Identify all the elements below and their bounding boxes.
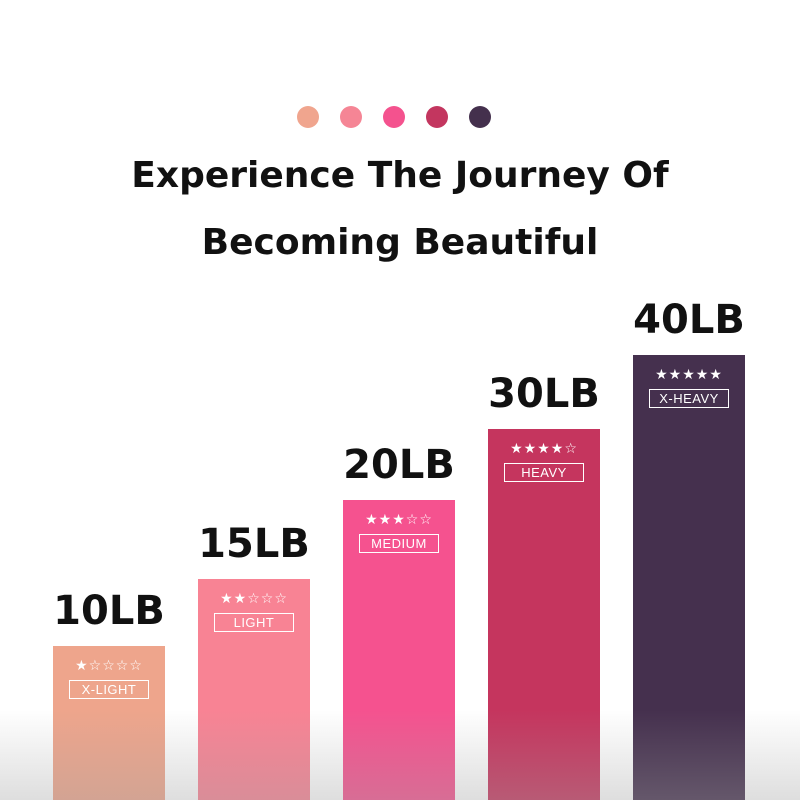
headline-line-2: Becoming Beautiful xyxy=(201,222,599,263)
level-bar: ★★☆☆☆ LIGHT xyxy=(198,579,310,800)
star-rating-icon: ★★★★★ xyxy=(655,367,723,383)
color-dot xyxy=(340,106,362,128)
color-dot xyxy=(426,106,448,128)
level-bar: ★★★☆☆ MEDIUM xyxy=(343,500,455,800)
weight-label: 10LB xyxy=(53,588,165,634)
level-label: HEAVY xyxy=(504,463,584,482)
weight-label: 40LB xyxy=(633,297,745,343)
weight-label: 15LB xyxy=(198,521,310,567)
color-dot xyxy=(297,106,319,128)
level-label: X-LIGHT xyxy=(69,680,149,699)
level-bar: ★☆☆☆☆ X-LIGHT xyxy=(53,646,165,800)
star-rating-icon: ★☆☆☆☆ xyxy=(75,658,143,674)
weight-label: 20LB xyxy=(343,442,455,488)
headline-line-1: Experience The Journey Of xyxy=(131,155,669,196)
color-dot xyxy=(383,106,405,128)
weight-label: 30LB xyxy=(488,371,600,417)
level-label: LIGHT xyxy=(214,613,294,632)
star-rating-icon: ★★★☆☆ xyxy=(365,512,433,528)
color-dot xyxy=(469,106,491,128)
level-label: MEDIUM xyxy=(359,534,439,553)
level-bar: ★★★★★ X-HEAVY xyxy=(633,355,745,800)
star-rating-icon: ★★★★☆ xyxy=(510,441,578,457)
level-bar: ★★★★☆ HEAVY xyxy=(488,429,600,800)
level-label: X-HEAVY xyxy=(649,389,729,408)
star-rating-icon: ★★☆☆☆ xyxy=(220,591,288,607)
